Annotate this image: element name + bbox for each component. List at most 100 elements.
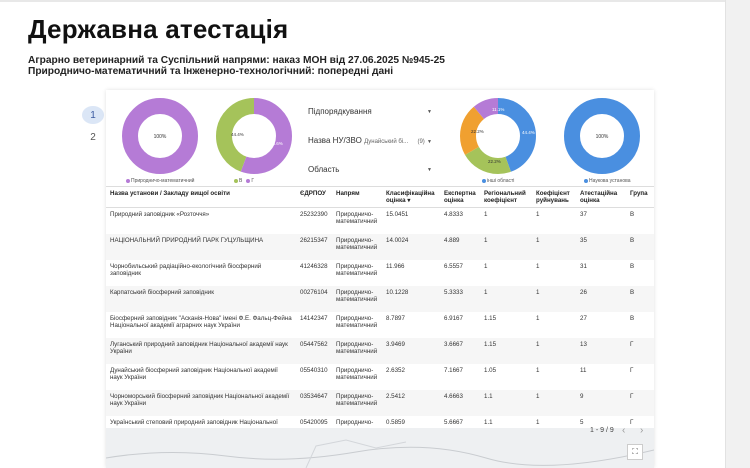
cell-expert: 3.6667: [440, 338, 480, 364]
cell-expert: 5.3333: [440, 286, 480, 312]
donut-slice-institution-type[interactable]: [564, 98, 640, 174]
cell-destruction: 1: [536, 367, 540, 374]
donut-slice-group-g[interactable]: [216, 98, 292, 174]
cell-regional: 1.1: [484, 419, 493, 426]
legend-direction: Природничо-математичний: [126, 178, 194, 184]
cell-group: В: [630, 263, 635, 270]
cell-classification: 15.0451: [386, 211, 409, 218]
donut-chart-group[interactable]: 44.4% 55.6%: [214, 96, 294, 176]
map-background: [106, 439, 654, 468]
header-expert-score[interactable]: Експертна оцінка: [440, 186, 480, 208]
donut-label: 22.2%: [488, 159, 501, 164]
cell-classification: 2.6352: [386, 367, 405, 374]
filter-region[interactable]: Область ▼: [308, 165, 432, 174]
legend-item: інші області: [482, 178, 514, 184]
filter-institution-name[interactable]: Назва НУ/ЗВО Дунайський бі... (9) ▼: [308, 136, 432, 145]
subtitle-2: Природничо-математичний та Інженерно-тех…: [28, 66, 394, 77]
cell-name: НАЦІОНАЛЬНИЙ ПРИРОДНИЙ ПАРК ГУЦУЛЬЩИНА: [106, 234, 296, 260]
cell-name: Карпатський біосферний заповідник: [106, 286, 296, 312]
table-row[interactable]: НАЦІОНАЛЬНИЙ ПРИРОДНИЙ ПАРК ГУЦУЛЬЩИНА 26…: [106, 234, 654, 260]
table-row[interactable]: Карпатський біосферний заповідник 0027610…: [106, 286, 654, 312]
header-regional-coef[interactable]: Регіональний коефіцієнт: [480, 186, 532, 208]
legend-dot: [246, 178, 251, 183]
chevron-down-icon: ▼: [427, 166, 432, 173]
cell-group: В: [626, 286, 654, 312]
page-1-button[interactable]: 1: [82, 106, 104, 124]
table-row[interactable]: Чорноморський біосферний заповідник Наці…: [106, 390, 654, 416]
donut-chart-direction[interactable]: 100%: [120, 96, 200, 176]
cell-regional: 1.05: [484, 367, 497, 374]
prev-page-icon[interactable]: ‹: [622, 425, 626, 436]
donut-slice-region[interactable]: [460, 98, 536, 174]
page-2-button[interactable]: 2: [90, 131, 96, 143]
header-attestation-score[interactable]: Атестаційна оцінка: [576, 186, 626, 208]
fullscreen-icon[interactable]: ⛶: [627, 444, 643, 460]
donut-label: 100%: [154, 134, 167, 140]
cell-regional: 1: [484, 211, 488, 218]
cell-destruction: 1: [536, 315, 540, 322]
next-page-icon[interactable]: ›: [640, 425, 644, 436]
donut-label: 22.2%: [471, 129, 484, 134]
donut-chart-region[interactable]: 11.1% 22.2% 22.2% 44.4%: [458, 96, 538, 176]
filter-value: Дунайський бі...: [364, 139, 409, 145]
table-row[interactable]: Чорнобильський радіаційно-екологічний бі…: [106, 260, 654, 286]
filter-label: Назва НУ/ЗВО: [308, 136, 362, 145]
sort-desc-icon: ▾: [407, 197, 411, 204]
cell-group: Г: [626, 390, 654, 416]
donut-slice-region[interactable]: [460, 98, 536, 174]
cell-attestation: 37: [580, 211, 587, 218]
cell-group: Г: [626, 338, 654, 364]
cell-classification: 3.9469: [382, 338, 440, 364]
donut-slice-direction[interactable]: [122, 98, 198, 174]
cell-direction: Природничо-математичний: [336, 315, 378, 330]
table-row[interactable]: Природний заповідник «Розточчя» 25232390 П…: [106, 208, 654, 235]
page-title: Державна атестація: [28, 14, 289, 44]
map-border-line: [305, 439, 407, 468]
cell-edrpou: 05420095: [300, 419, 328, 426]
cell-group: В: [630, 211, 635, 218]
filter-label: Підпорядкування: [308, 107, 372, 116]
cell-edrpou: 00276104: [296, 286, 332, 312]
legend-label: інші області: [487, 178, 515, 184]
chevron-down-icon: ▼: [427, 139, 432, 145]
header-name[interactable]: Назва установи / Закладу вищої освіти: [106, 186, 296, 208]
cell-group: Г: [630, 419, 634, 426]
legend-label: В: [239, 178, 243, 184]
header-group[interactable]: Група: [626, 186, 654, 208]
legend-dot: [482, 178, 486, 183]
cell-attestation: 11: [580, 367, 587, 374]
cell-direction: Природничо-математичний: [332, 390, 382, 416]
filter-label: Область: [308, 165, 340, 174]
pagination-text: 1 - 9 / 9: [590, 427, 614, 434]
donut-chart-institution-type[interactable]: 100%: [562, 96, 642, 176]
report-panel: 100% Природничо-математичний 44.4% 55.6%…: [106, 90, 654, 468]
filter-subordination[interactable]: Підпорядкування ▼: [308, 107, 432, 116]
cell-direction: Природничо-математичний: [332, 234, 382, 260]
legend-item: Наукова установа: [584, 178, 631, 184]
legend-dot: [126, 178, 130, 183]
legend-dot: [584, 178, 588, 183]
table-row[interactable]: Луганський природний заповідник Націонал…: [106, 338, 654, 364]
cell-name: Біосферний заповідник "Асканія-Нова" іме…: [110, 315, 292, 330]
donut-slice-region[interactable]: [460, 98, 536, 174]
cell-attestation: 26: [576, 286, 626, 312]
cell-direction: Природничо-математичний: [336, 211, 378, 226]
cell-name: Луганський природний заповідник Націонал…: [106, 338, 296, 364]
cell-expert: 4.889: [440, 234, 480, 260]
header-classification-score[interactable]: Класифікаційна оцінка ▾: [382, 186, 440, 208]
cell-attestation: 5: [580, 419, 584, 426]
cell-regional: 1: [480, 234, 532, 260]
table-row[interactable]: Український степовий природний заповідни…: [106, 416, 654, 442]
cell-direction: Природничо-математичний: [332, 338, 382, 364]
map-area[interactable]: [106, 428, 654, 468]
right-scroll-gutter[interactable]: [725, 0, 750, 468]
donut-label: 11.1%: [492, 107, 504, 112]
cell-expert: 7.1667: [444, 367, 463, 374]
table-row[interactable]: Біосферний заповідник "Асканія-Нова" іме…: [106, 312, 654, 338]
header-destruction-coef[interactable]: Коефіцієнт руйнувань: [532, 186, 576, 208]
legend-item: Природничо-математичний: [126, 178, 194, 184]
header-direction[interactable]: Напрям: [332, 186, 382, 208]
header-edrpou[interactable]: ЄДРПОУ: [296, 186, 332, 208]
table-row[interactable]: Дунайський біосферний заповідник Націона…: [106, 364, 654, 390]
legend-group: В Г: [234, 178, 254, 184]
